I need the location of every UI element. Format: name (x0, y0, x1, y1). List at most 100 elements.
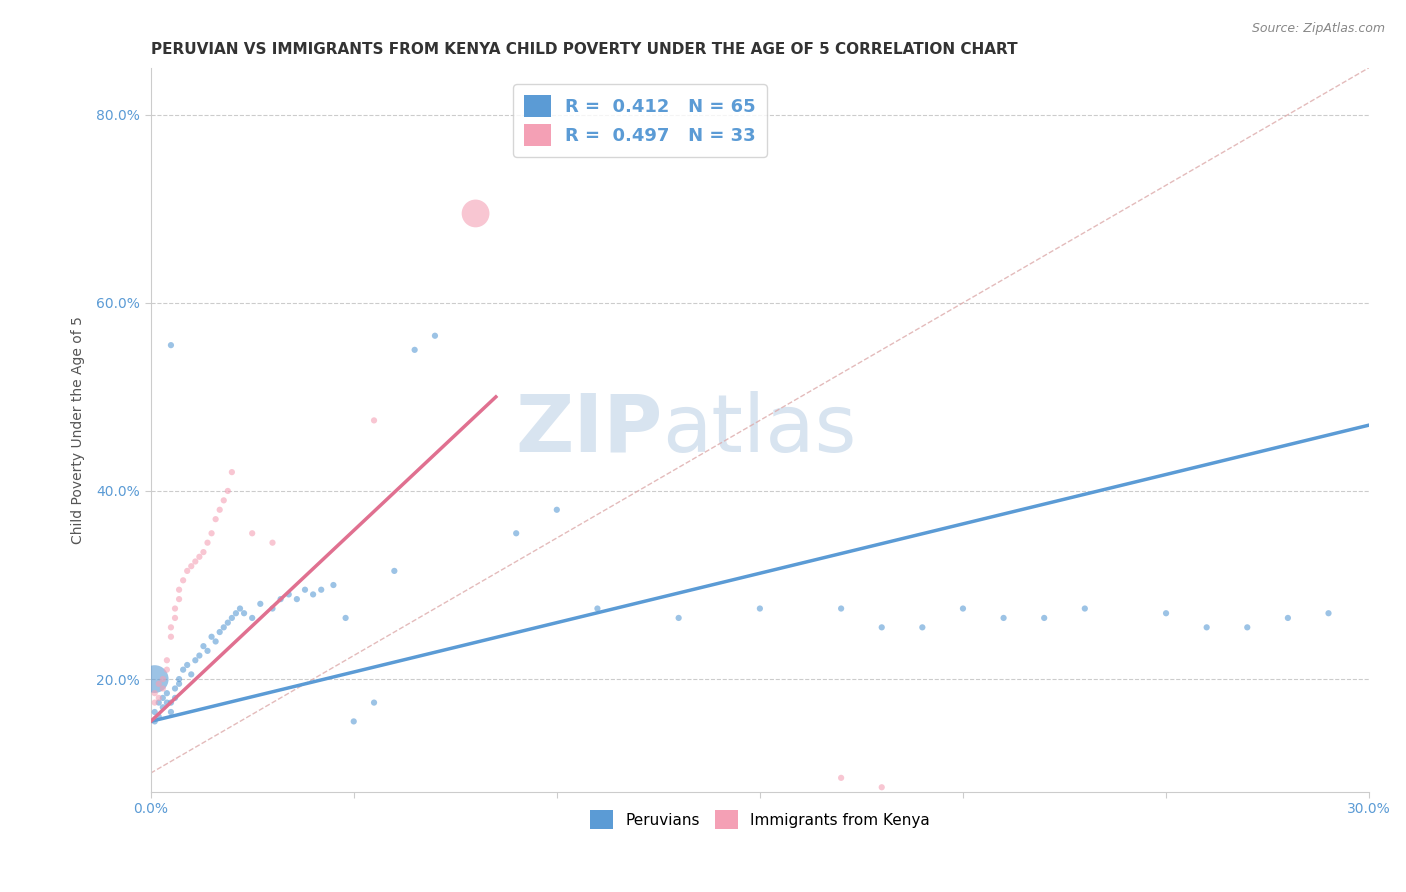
Point (163, 681, 186, 696)
Point (212, 620, 235, 634)
Point (830, 601, 852, 615)
Point (586, 601, 609, 615)
Point (1033, 611, 1056, 625)
Point (148, 709, 170, 723)
Point (160, 338, 183, 352)
Point (1154, 606, 1177, 620)
Point (163, 601, 186, 615)
Point (294, 582, 316, 597)
Text: Source: ZipAtlas.com: Source: ZipAtlas.com (1251, 22, 1385, 36)
Point (163, 611, 186, 625)
Point (505, 526, 527, 541)
Point (870, 780, 893, 795)
Text: atlas: atlas (662, 391, 856, 469)
Point (221, 611, 243, 625)
Point (176, 657, 198, 672)
Point (249, 597, 271, 611)
Point (156, 653, 179, 667)
Point (156, 663, 179, 677)
Point (176, 564, 198, 578)
Text: ZIP: ZIP (515, 391, 662, 469)
Point (285, 592, 308, 607)
Point (748, 601, 770, 615)
Legend: Peruvians, Immigrants from Kenya: Peruvians, Immigrants from Kenya (583, 805, 936, 835)
Point (152, 672, 174, 686)
Point (193, 545, 215, 559)
Point (197, 535, 219, 549)
Point (160, 705, 183, 719)
Point (1236, 620, 1258, 634)
Text: PERUVIAN VS IMMIGRANTS FROM KENYA CHILD POVERTY UNDER THE AGE OF 5 CORRELATION C: PERUVIAN VS IMMIGRANTS FROM KENYA CHILD … (150, 42, 1018, 57)
Point (167, 592, 190, 607)
Point (668, 611, 690, 625)
Point (180, 559, 202, 574)
Point (200, 526, 222, 541)
Point (197, 644, 219, 658)
Point (167, 672, 190, 686)
Point (240, 611, 263, 625)
Y-axis label: Child Poverty Under the Age of 5: Child Poverty Under the Age of 5 (72, 316, 86, 544)
Point (148, 690, 170, 705)
Point (143, 686, 166, 700)
Point (180, 667, 202, 681)
Point (464, 206, 486, 220)
Point (1074, 601, 1097, 615)
Point (167, 677, 190, 691)
Point (404, 343, 426, 357)
Point (156, 696, 179, 710)
Point (225, 606, 247, 620)
Point (143, 696, 166, 710)
Point (184, 554, 207, 568)
Point (160, 630, 183, 644)
Point (229, 601, 252, 615)
Point (363, 413, 385, 427)
Point (262, 535, 284, 549)
Point (152, 700, 174, 714)
Point (160, 696, 183, 710)
Point (911, 620, 934, 634)
Point (143, 705, 166, 719)
Point (143, 672, 166, 686)
Point (343, 714, 366, 729)
Point (262, 601, 284, 615)
Point (993, 611, 1015, 625)
Point (188, 549, 211, 564)
Point (217, 483, 239, 498)
Point (322, 578, 344, 592)
Point (277, 587, 299, 601)
Point (1317, 606, 1340, 620)
Point (156, 686, 179, 700)
Point (212, 493, 235, 508)
Point (952, 601, 974, 615)
Point (172, 574, 194, 588)
Point (382, 564, 405, 578)
Point (217, 615, 239, 630)
Point (204, 634, 226, 648)
Point (184, 653, 207, 667)
Point (208, 625, 231, 640)
Point (830, 771, 852, 785)
Point (163, 690, 186, 705)
Point (240, 526, 263, 541)
Point (270, 592, 292, 607)
Point (160, 620, 183, 634)
Point (143, 714, 166, 729)
Point (204, 512, 226, 526)
Point (1195, 620, 1218, 634)
Point (193, 639, 215, 653)
Point (363, 696, 385, 710)
Point (188, 648, 211, 663)
Point (221, 465, 243, 479)
Point (167, 582, 190, 597)
Point (546, 502, 568, 516)
Point (309, 582, 332, 597)
Point (423, 328, 446, 343)
Point (148, 696, 170, 710)
Point (1277, 611, 1299, 625)
Point (152, 690, 174, 705)
Point (200, 630, 222, 644)
Point (870, 620, 893, 634)
Point (302, 587, 325, 601)
Point (208, 502, 231, 516)
Point (172, 663, 194, 677)
